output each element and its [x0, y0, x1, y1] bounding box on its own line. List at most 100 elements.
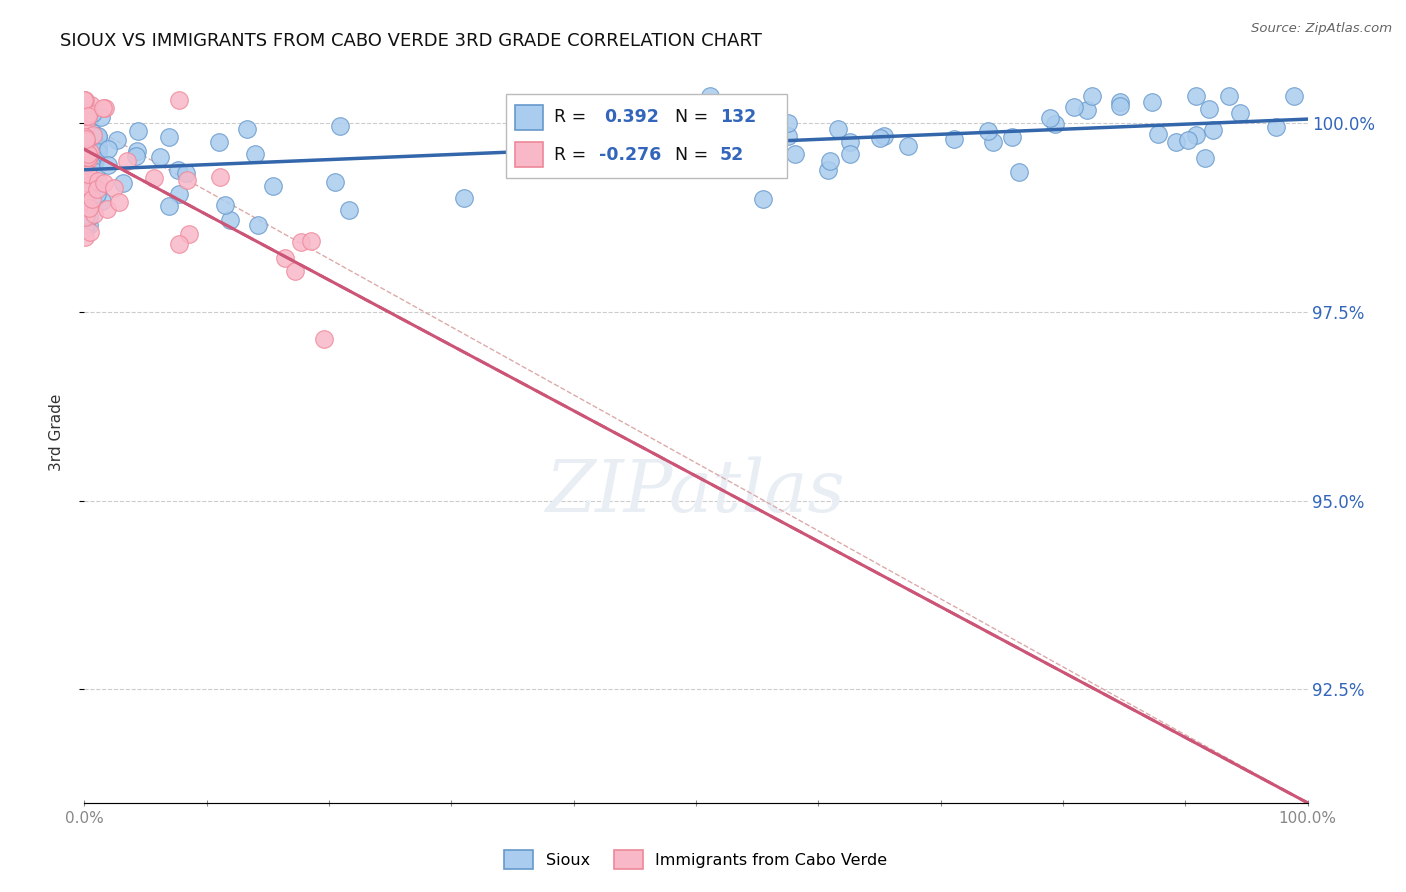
Point	[76, 169, 98, 183]
Point	[86, 145, 108, 159]
Point	[86, 182, 108, 196]
Point	[1184, 128, 1206, 142]
Point	[208, 135, 231, 149]
Point	[1008, 164, 1031, 178]
Point	[73, 125, 96, 139]
Point	[1108, 95, 1130, 110]
Point	[747, 104, 769, 119]
Point	[73, 158, 96, 172]
Point	[77, 106, 100, 120]
Point	[75, 178, 97, 193]
Point	[749, 153, 772, 167]
Point	[208, 170, 231, 185]
Point	[79, 218, 101, 232]
Point	[167, 236, 190, 251]
Point	[75, 208, 97, 222]
Point	[76, 179, 98, 194]
Point	[76, 148, 98, 162]
Point	[710, 108, 733, 122]
Point	[80, 97, 103, 112]
Point	[179, 227, 201, 242]
Point	[77, 162, 100, 177]
Point	[75, 217, 97, 231]
Point	[108, 195, 131, 210]
Point	[75, 165, 97, 179]
Point	[125, 149, 148, 163]
Point	[76, 133, 98, 147]
Point	[91, 194, 114, 209]
Point	[79, 177, 101, 191]
Point	[75, 221, 97, 235]
Point	[73, 152, 96, 166]
Point	[839, 135, 862, 149]
Point	[897, 139, 920, 153]
Point	[80, 196, 103, 211]
Point	[77, 210, 100, 224]
Point	[105, 132, 128, 146]
Point	[87, 174, 110, 188]
Point	[75, 131, 97, 145]
Legend: Sioux, Immigrants from Cabo Verde: Sioux, Immigrants from Cabo Verde	[505, 850, 887, 869]
Point	[75, 185, 97, 199]
Point	[94, 101, 117, 115]
Point	[785, 146, 807, 161]
Point	[75, 230, 97, 244]
Text: R =: R =	[554, 109, 586, 127]
Point	[83, 150, 105, 164]
Point	[167, 93, 190, 107]
Point	[752, 193, 775, 207]
Point	[176, 173, 198, 187]
Point	[82, 158, 104, 172]
Point	[869, 131, 891, 145]
Point	[75, 181, 97, 195]
Point	[76, 195, 98, 210]
Point	[86, 186, 108, 201]
Point	[236, 121, 259, 136]
Point	[873, 128, 896, 143]
Point	[290, 235, 312, 250]
Point	[1001, 130, 1024, 145]
Text: ZIPatlas: ZIPatlas	[546, 457, 846, 527]
Point	[76, 152, 98, 166]
Point	[312, 332, 335, 346]
Point	[73, 193, 96, 207]
Point	[76, 170, 98, 185]
Point	[96, 202, 118, 216]
Bar	[515, 142, 543, 168]
Text: -0.276: -0.276	[599, 145, 661, 163]
Point	[82, 133, 104, 147]
Point	[87, 128, 110, 143]
Point	[323, 175, 346, 189]
Point	[82, 106, 104, 120]
Point	[75, 144, 97, 158]
Point	[167, 187, 190, 202]
Point	[284, 264, 307, 278]
Point	[84, 165, 107, 179]
Point	[157, 130, 180, 145]
Point	[329, 120, 352, 134]
Point	[262, 179, 284, 194]
Point	[214, 198, 236, 212]
Point	[76, 145, 98, 160]
Point	[82, 128, 104, 143]
Point	[82, 178, 104, 193]
Point	[1185, 89, 1208, 103]
Point	[76, 200, 98, 214]
Point	[1194, 151, 1216, 165]
Point	[87, 139, 110, 153]
Point	[73, 93, 96, 107]
Point	[76, 187, 98, 202]
Point	[157, 199, 180, 213]
Point	[77, 148, 100, 162]
Point	[86, 190, 108, 204]
Point	[817, 163, 839, 178]
Point	[125, 144, 148, 158]
Point	[90, 110, 112, 124]
Point	[218, 212, 240, 227]
Point	[103, 181, 125, 195]
Point	[839, 147, 862, 161]
Point	[1076, 103, 1098, 118]
Point	[80, 156, 103, 170]
Point	[127, 123, 149, 137]
Point	[87, 141, 110, 155]
